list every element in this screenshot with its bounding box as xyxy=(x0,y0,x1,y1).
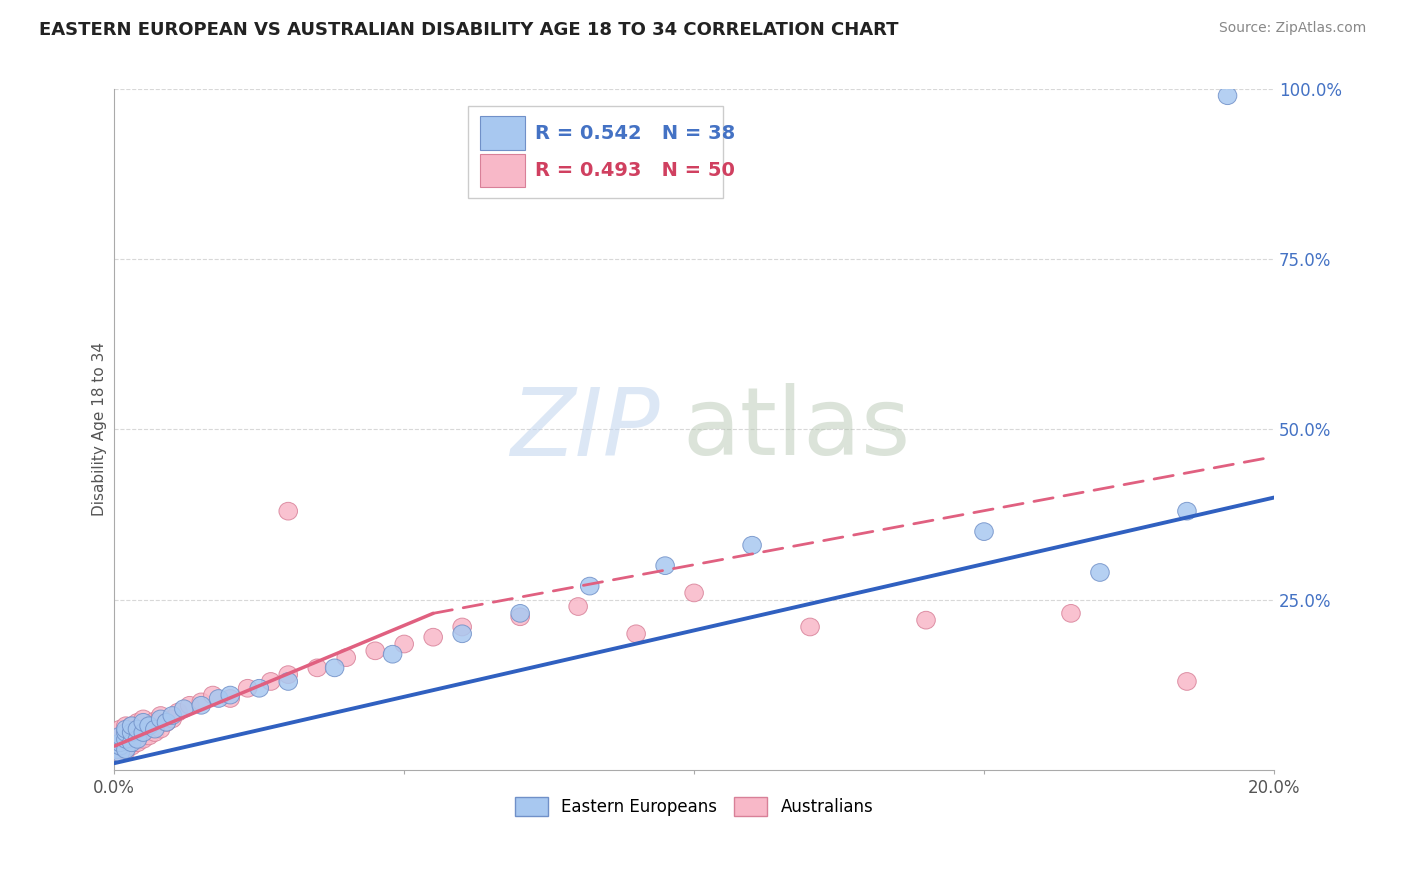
Text: Source: ZipAtlas.com: Source: ZipAtlas.com xyxy=(1219,21,1367,36)
Text: atlas: atlas xyxy=(682,384,911,475)
FancyBboxPatch shape xyxy=(479,117,524,150)
Text: ZIP: ZIP xyxy=(510,384,659,475)
Text: EASTERN EUROPEAN VS AUSTRALIAN DISABILITY AGE 18 TO 34 CORRELATION CHART: EASTERN EUROPEAN VS AUSTRALIAN DISABILIT… xyxy=(39,21,898,39)
FancyBboxPatch shape xyxy=(479,154,524,187)
Text: R = 0.493   N = 50: R = 0.493 N = 50 xyxy=(536,161,735,180)
Y-axis label: Disability Age 18 to 34: Disability Age 18 to 34 xyxy=(93,343,107,516)
Legend: Eastern Europeans, Australians: Eastern Europeans, Australians xyxy=(508,790,880,823)
Text: R = 0.542   N = 38: R = 0.542 N = 38 xyxy=(536,124,735,143)
FancyBboxPatch shape xyxy=(468,106,723,198)
